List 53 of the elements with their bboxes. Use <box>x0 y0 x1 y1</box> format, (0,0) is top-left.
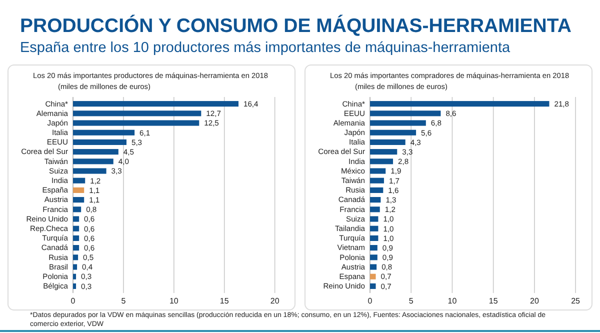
bar <box>73 110 202 116</box>
bar <box>73 274 76 280</box>
text: PRODUCCIÓN Y CONSUMO DE MÁQUINAS-HERRAMIENTA <box>20 14 572 37</box>
bar <box>370 158 394 164</box>
bar <box>73 168 106 174</box>
bar <box>370 120 426 126</box>
x-tick-label: 5 <box>121 296 126 306</box>
x-tick-label: 10 <box>448 296 458 306</box>
bar <box>370 283 376 289</box>
bar <box>73 206 82 212</box>
bar <box>370 139 406 145</box>
bar <box>370 101 550 107</box>
bar <box>370 149 398 155</box>
x-tick-label: 20 <box>270 296 280 306</box>
bar <box>73 158 114 164</box>
x-tick-label: 0 <box>368 296 373 306</box>
bar <box>73 283 76 289</box>
bar <box>370 206 380 212</box>
bar <box>73 149 118 155</box>
bar <box>370 226 378 232</box>
text: España entre los 10 productores más importantes de máquinas-herramienta <box>20 40 511 56</box>
bar <box>73 120 200 126</box>
x-tick-label: 15 <box>220 296 230 306</box>
bar <box>73 187 84 193</box>
bar <box>73 216 80 222</box>
bar <box>73 226 80 232</box>
x-tick-label: 0 <box>70 296 76 306</box>
bar <box>73 235 80 241</box>
x-tick-label: 20 <box>530 296 540 306</box>
x-tick-label: 15 <box>488 296 498 306</box>
bar <box>73 264 78 270</box>
bar <box>370 216 378 222</box>
bar <box>370 187 384 193</box>
bar <box>370 168 386 174</box>
bar <box>370 110 441 116</box>
x-tick-label: 5 <box>408 296 414 306</box>
bar <box>73 245 80 251</box>
bar <box>73 139 126 145</box>
bar <box>73 101 238 107</box>
bar <box>370 130 416 136</box>
x-tick-label: 10 <box>169 296 179 306</box>
bar <box>73 254 78 260</box>
x-tick-label: 25 <box>571 296 581 306</box>
bar <box>370 235 378 241</box>
bar <box>73 197 84 203</box>
bar <box>370 178 384 184</box>
bar <box>370 254 378 260</box>
bar <box>370 245 378 251</box>
bar <box>370 274 376 280</box>
bar <box>370 264 377 270</box>
bar <box>73 130 135 136</box>
bar <box>73 178 86 184</box>
bar <box>370 197 381 203</box>
